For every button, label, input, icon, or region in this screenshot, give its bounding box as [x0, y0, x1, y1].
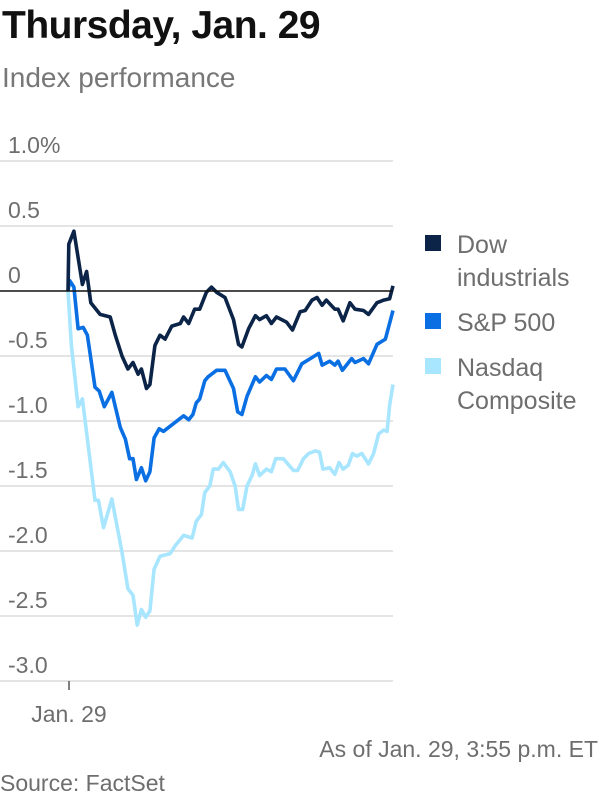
y-tick-label: 0 — [8, 262, 21, 288]
source-note: Source: FactSet — [0, 770, 165, 796]
legend-label: Dow — [457, 231, 508, 259]
legend-swatch — [425, 313, 441, 329]
gridlines — [0, 160, 393, 682]
series-line-dow-industrials — [66, 229, 395, 391]
legend-swatch — [425, 358, 441, 374]
legend-swatch — [425, 235, 441, 251]
x-tick-label: Jan. 29 — [31, 701, 106, 727]
y-tick-label: -2.5 — [8, 587, 48, 613]
y-tick-label: 1.0% — [8, 132, 60, 158]
y-tick-label: -1.0 — [8, 392, 48, 418]
y-tick-label: -1.5 — [8, 457, 48, 483]
legend: Dow industrials S&P 500 Nasdaq Composite — [425, 231, 577, 415]
legend-label: Nasdaq — [457, 354, 543, 382]
legend-label: industrials — [457, 264, 570, 292]
series-lines — [0, 229, 395, 627]
y-tick-label: -0.5 — [8, 327, 48, 353]
legend-label: S&P 500 — [457, 309, 555, 337]
y-axis-labels: 1.0% 0.5 0 -0.5 -1.0 -1.5 -2.0 -2.5 -3.0 — [8, 132, 60, 678]
chart-subtitle: Index performance — [2, 62, 236, 93]
series-line-s-p-500 — [66, 278, 395, 483]
y-tick-label: 0.5 — [8, 197, 40, 223]
y-tick-label: -3.0 — [8, 652, 48, 678]
y-tick-label: -2.0 — [8, 522, 48, 548]
chart-title: Thursday, Jan. 29 — [2, 4, 321, 47]
legend-label: Composite — [457, 387, 577, 415]
series-line-nasdaq-composite — [66, 290, 395, 627]
x-axis: Jan. 29 — [31, 681, 107, 727]
timestamp-note: As of Jan. 29, 3:55 p.m. ET — [319, 736, 598, 762]
